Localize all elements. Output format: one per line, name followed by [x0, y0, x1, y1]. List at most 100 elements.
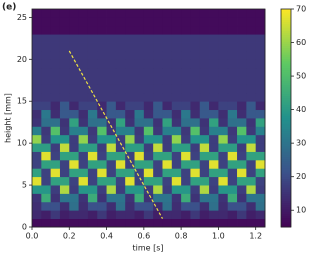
heatmap-cell: [153, 159, 163, 169]
heatmap-cell: [87, 9, 98, 18]
heatmap-cell: [218, 143, 229, 152]
heatmap-cell: [59, 193, 70, 203]
heatmap-cell: [32, 17, 42, 27]
heatmap-cell: [181, 151, 191, 161]
heatmap-cell: [190, 101, 201, 111]
heatmap-cell: [162, 59, 173, 69]
heatmap-cell: [246, 34, 257, 43]
heatmap-cell: [50, 109, 61, 119]
heatmap-cell: [97, 118, 107, 127]
heatmap-cell: [41, 143, 52, 152]
colorbar-tick-label: 10: [296, 206, 306, 215]
heatmap-cell: [227, 84, 238, 94]
colorbar-gradient: [281, 72, 291, 75]
heatmap-cell: [59, 92, 70, 102]
x-tick-label: 0.2: [63, 232, 76, 241]
heatmap-cell: [190, 17, 201, 27]
heatmap-cell: [50, 143, 61, 152]
heatmap-cell: [41, 25, 52, 35]
colorbar-gradient: [281, 211, 291, 215]
heatmap-cell: [97, 25, 107, 35]
heatmap-cell: [97, 42, 107, 52]
colorbar-gradient: [281, 118, 291, 121]
heatmap-cell: [171, 176, 182, 186]
heatmap-cell: [59, 50, 70, 60]
heatmap-cell: [162, 151, 173, 161]
heatmap-cell: [199, 210, 210, 220]
heatmap-cell: [143, 193, 154, 203]
heatmap-cell: [41, 92, 52, 102]
heatmap-cell: [32, 193, 42, 203]
heatmap-cell: [190, 176, 201, 186]
heatmap-cell: [162, 218, 173, 228]
heatmap-cell: [125, 218, 135, 228]
heatmap-cell: [171, 143, 182, 152]
colorbar-gradient: [281, 28, 291, 32]
heatmap-cell: [237, 17, 247, 27]
heatmap-cell: [134, 9, 145, 18]
heatmap-cell: [32, 159, 42, 169]
colorbar-gradient: [281, 161, 291, 165]
heatmap-cell: [227, 92, 238, 102]
heatmap-cell: [199, 193, 210, 203]
heatmap-cell: [143, 67, 154, 77]
colorbar-gradient: [281, 165, 291, 169]
heatmap-cell: [78, 210, 89, 220]
heatmap-cell: [87, 67, 98, 77]
heatmap-cell: [153, 92, 163, 102]
colorbar-gradient: [281, 52, 291, 56]
heatmap-cell: [171, 210, 182, 220]
heatmap-cell: [162, 25, 173, 35]
heatmap-cell: [246, 76, 257, 85]
colorbar-gradient: [281, 146, 291, 150]
heatmap-cell: [50, 50, 61, 60]
heatmap-cell: [190, 67, 201, 77]
heatmap-cell: [199, 201, 210, 211]
heatmap-cell: [255, 210, 266, 220]
heatmap-cell: [134, 134, 145, 144]
heatmap-cell: [32, 134, 42, 144]
heatmap-cell: [209, 210, 219, 220]
heatmap-cell: [181, 25, 191, 35]
heatmap-cell: [115, 109, 126, 119]
heatmap-cell: [41, 76, 52, 85]
heatmap-cell: [153, 109, 163, 119]
heatmap-cell: [143, 126, 154, 136]
heatmap-cell: [106, 134, 117, 144]
heatmap-cell: [32, 42, 42, 52]
heatmap-cell: [237, 101, 247, 111]
heatmap-cell: [32, 168, 42, 178]
heatmap-cell: [125, 25, 135, 35]
heatmap-cell: [106, 126, 117, 136]
heatmap-cell: [87, 109, 98, 119]
heatmap-cell: [78, 50, 89, 60]
colorbar-gradient: [281, 83, 291, 86]
heatmap-cell: [78, 92, 89, 102]
heatmap-cell: [218, 17, 229, 27]
heatmap-cell: [69, 84, 79, 94]
colorbar-gradient: [281, 179, 291, 182]
heatmap-cell: [50, 25, 61, 35]
heatmap-cell: [134, 34, 145, 43]
heatmap-cell: [97, 126, 107, 136]
colorbar-gradient: [281, 170, 291, 173]
heatmap-cell: [97, 34, 107, 43]
heatmap-cell: [87, 201, 98, 211]
heatmap-cell: [41, 9, 52, 18]
heatmap-cell: [87, 42, 98, 52]
heatmap-cell: [41, 201, 52, 211]
heatmap-cell: [32, 92, 42, 102]
colorbar-tick-label: 70: [296, 5, 306, 14]
heatmap-cell: [59, 134, 70, 144]
heatmap-cell: [32, 151, 42, 161]
y-tick-label: 25: [17, 13, 27, 22]
heatmap-cell: [162, 118, 173, 127]
heatmap-cell: [32, 210, 42, 220]
heatmap-cell: [69, 109, 79, 119]
heatmap-cell: [69, 218, 79, 228]
heatmap-cell: [199, 76, 210, 85]
heatmap-cell: [199, 25, 210, 35]
y-tick-label: 15: [17, 97, 27, 106]
heatmap-cell: [237, 168, 247, 178]
colorbar-gradient: [281, 168, 291, 171]
